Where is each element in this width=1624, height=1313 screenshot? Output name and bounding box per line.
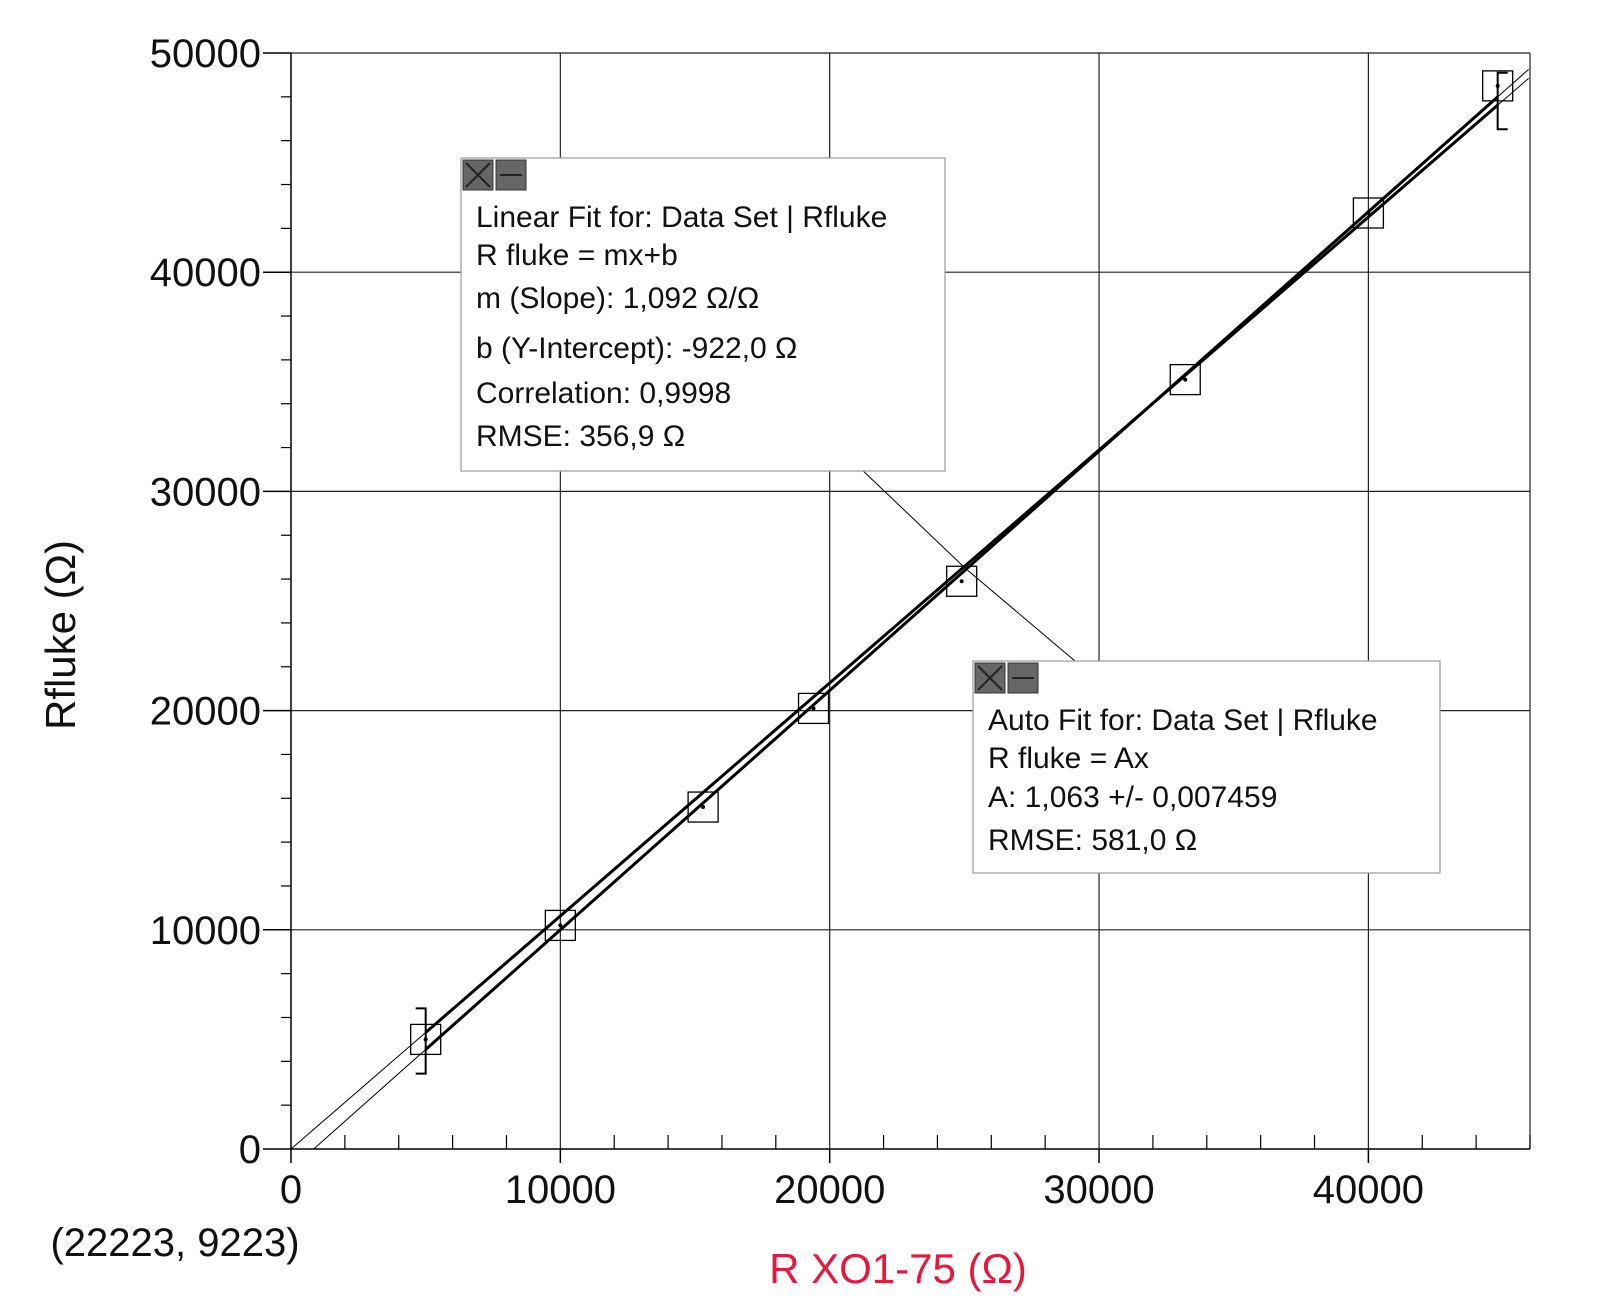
y-tick-label: 0 [239, 1128, 261, 1172]
data-points [410, 70, 1514, 1056]
data-point-dot [1366, 211, 1371, 216]
fit-annotation-line: A: 1,063 +/- 0,007459 [988, 781, 1277, 814]
fit-annotation-line: R fluke = Ax [988, 742, 1149, 775]
fit-annotations: Linear Fit for: Data Set | Rfluke R fluke… [460, 157, 1441, 874]
fit-range-bracket [415, 1007, 427, 1075]
data-point-marker [410, 1023, 442, 1056]
fit-annotation-line: b (Y-Intercept): -922,0 Ω [476, 332, 797, 365]
y-tick-label: 30000 [150, 470, 261, 514]
data-point-marker [946, 565, 978, 597]
tick-labels: 0 10000 20000 30000 40000 0 10000 20000 30000 400… [150, 32, 1424, 1212]
x-axis-title: R XO1-75 (Ω) [769, 1245, 1027, 1292]
fit-annotation-line: m (Slope): 1,092 Ω/Ω [476, 282, 759, 315]
fit-annotation-line: Linear Fit for: Data Set | Rfluke [476, 201, 887, 234]
auto-fit-box-frame [972, 660, 1441, 874]
x-tick-label: 30000 [1043, 1168, 1154, 1212]
data-point-dot [811, 706, 816, 711]
fit-annotation-line: RMSE: 356,9 Ω [476, 420, 685, 453]
annotation-leader-line [857, 465, 1076, 662]
data-point-marker [687, 791, 719, 823]
linear-fit-line [424, 95, 1499, 1051]
fit-annotation-line: Auto Fit for: Data Set | Rfluke [988, 704, 1378, 737]
auto-fit-box: Auto Fit for: Data Set | Rfluke R fluke =… [972, 660, 1441, 874]
x-tick-label: 10000 [505, 1168, 616, 1212]
data-point-marker [797, 692, 830, 725]
fit-annotation-line: R fluke = mx+b [476, 239, 678, 272]
proportional-fit-extension [290, 1032, 427, 1150]
data-point-marker [1169, 363, 1201, 396]
data-point-dot [558, 923, 563, 928]
axes [263, 52, 1531, 1163]
data-point-dot [959, 579, 964, 584]
fit-annotation-line: Correlation: 0,9998 [476, 377, 731, 410]
x-tick-label: 40000 [1313, 1168, 1424, 1212]
data-point-marker [1482, 70, 1514, 102]
linear-fit-box: Linear Fit for: Data Set | Rfluke R fluke… [460, 157, 946, 472]
proportional-fit-line [424, 103, 1499, 1034]
data-point-dot [423, 1037, 428, 1042]
x-tick-label: 20000 [774, 1168, 885, 1212]
y-tick-label: 40000 [150, 251, 261, 295]
y-tick-label: 20000 [150, 690, 261, 734]
linear-fit-box-frame [460, 157, 946, 472]
y-tick-label: 10000 [150, 909, 261, 953]
data-point-dot [1183, 377, 1188, 382]
close-icon-stroke [465, 162, 491, 188]
x-tick-label: 0 [280, 1168, 302, 1212]
cursor-coordinate-readout: (22223, 9223) [50, 1221, 299, 1265]
y-tick-label: 50000 [150, 32, 261, 76]
data-point-marker [544, 909, 576, 942]
y-axis-title: Rfluke (Ω) [37, 540, 84, 730]
fit-annotation-line: RMSE: 581,0 Ω [988, 824, 1197, 857]
close-icon-stroke [977, 665, 1003, 691]
data-point-marker [1352, 197, 1385, 229]
data-point-dot [701, 805, 706, 810]
linear-fit-extension [313, 1049, 427, 1150]
data-point-dot [1495, 83, 1500, 88]
